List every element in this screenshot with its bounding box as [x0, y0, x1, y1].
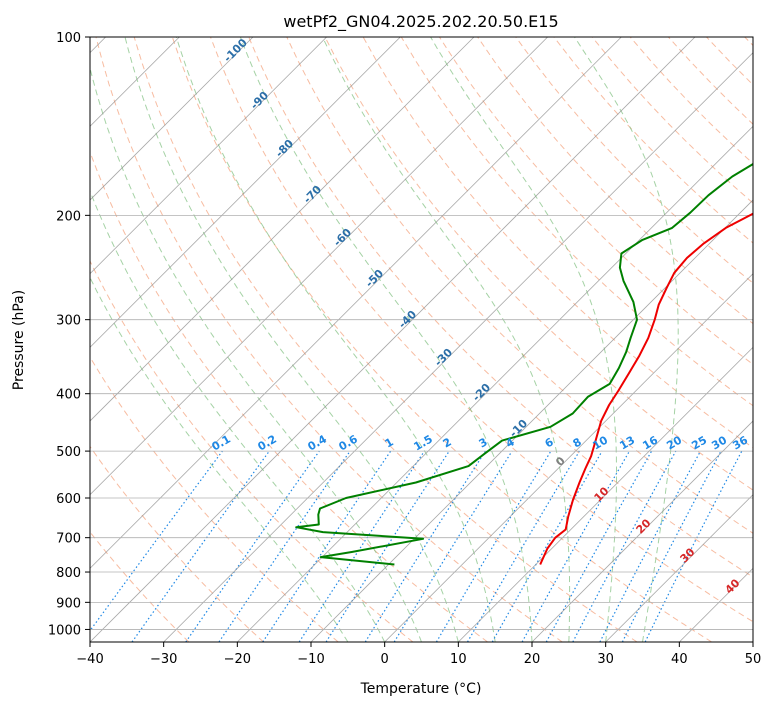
x-tick-label: −20: [224, 652, 251, 667]
mixing-ratio-line: [218, 450, 351, 642]
moist-adiabat: [124, 37, 459, 642]
moist-adiabat: [430, 37, 617, 642]
mixing-ratio-line: [325, 450, 450, 642]
isotherm-line: [531, 420, 753, 642]
dry-adiabat: [90, 259, 414, 642]
moist-adiabat: [175, 37, 496, 642]
mixing-ratio-line: [521, 450, 631, 642]
y-tick-label: 1000: [48, 623, 81, 638]
mixing-ratio-line: [90, 450, 223, 632]
mixing-ratio-line: [393, 450, 513, 642]
dry-adiabat: [171, 37, 712, 642]
dry-adiabat: [90, 445, 264, 642]
mixing-ratio-line: [545, 450, 653, 642]
mixing-ratio-line: [572, 450, 677, 642]
plot-frame: [89, 36, 754, 643]
y-axis-label: Pressure (hPa): [11, 290, 27, 390]
y-tick-label: 800: [56, 566, 81, 581]
y-tick-label: 300: [56, 314, 81, 329]
moist-adiabat: [90, 65, 422, 642]
isotherm-line: [90, 37, 548, 496]
y-tick-label: 500: [56, 445, 81, 460]
moist-adiabat: [322, 37, 571, 642]
isotherm-line: [90, 37, 475, 422]
isotherm-line: [237, 125, 753, 642]
x-tick-label: −40: [76, 652, 103, 667]
plot-area: [90, 37, 753, 642]
x-tick-label: 30: [597, 652, 614, 667]
temperature-line: [539, 212, 753, 565]
isotherm-line: [90, 37, 401, 348]
moist-adiabat: [239, 37, 533, 642]
dry-adiabat: [515, 37, 753, 284]
dry-adiabat: [324, 37, 753, 491]
x-axis: −40 −30 −20 −10 0 10 20 30 40 50: [76, 642, 761, 667]
dry-adiabat: [95, 37, 563, 642]
isotherm-line: [458, 346, 753, 642]
dry-adiabat: [90, 356, 339, 642]
y-axis: 100 200 300 400 500 600 700 800 900 1000: [48, 31, 90, 638]
profile-lines: [295, 162, 753, 566]
isotherm-line: [90, 37, 254, 201]
x-axis-label: Temperature (°C): [360, 681, 482, 697]
y-tick-label: 700: [56, 532, 81, 547]
isotherm-line: [90, 37, 696, 642]
isotherm-line: [163, 52, 753, 642]
y-tick-label: 900: [56, 596, 81, 611]
y-tick-label: 600: [56, 492, 81, 507]
dry-adiabat: [248, 37, 753, 578]
dry-adiabat: [286, 37, 753, 534]
mixing-ratio-line: [185, 450, 320, 642]
background-lines: [90, 37, 753, 642]
isotherm-line: [90, 37, 622, 569]
moist-adiabat: [90, 276, 349, 642]
moist-adiabat: [90, 189, 386, 642]
isotherm-line: [384, 273, 753, 642]
isotherm-line: [90, 37, 327, 275]
isotherm-line: [605, 494, 753, 642]
x-tick-label: 40: [671, 652, 688, 667]
mixing-ratio-line: [298, 450, 425, 642]
y-tick-label: 400: [56, 388, 81, 403]
x-tick-label: 10: [450, 652, 467, 667]
mixing-ratio-line: [644, 450, 743, 642]
x-tick-label: −30: [150, 652, 177, 667]
mixing-ratio-line: [131, 450, 270, 642]
x-tick-label: −10: [297, 652, 324, 667]
y-tick-label: 200: [56, 209, 81, 224]
x-tick-label: 50: [745, 652, 762, 667]
x-tick-label: 0: [381, 652, 389, 667]
moist-adiabat: [574, 37, 679, 642]
dry-adiabat: [210, 37, 753, 623]
x-tick-label: 20: [524, 652, 541, 667]
dry-adiabat: [133, 37, 638, 642]
chart-title: wetPf2_GN04.2025.202.20.50.E15: [283, 12, 558, 32]
dewpoint-line: [295, 162, 753, 566]
y-tick-label: 100: [56, 31, 81, 46]
